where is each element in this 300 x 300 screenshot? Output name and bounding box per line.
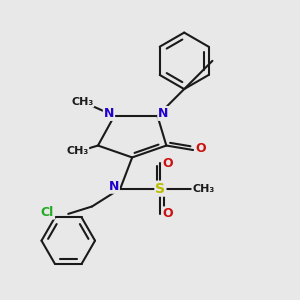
Text: O: O xyxy=(163,157,173,170)
Text: CH₃: CH₃ xyxy=(71,97,93,106)
Text: N: N xyxy=(109,180,119,193)
Text: O: O xyxy=(163,207,173,220)
Text: O: O xyxy=(195,142,206,155)
Text: N: N xyxy=(158,107,169,120)
Text: S: S xyxy=(155,182,165,196)
Text: N: N xyxy=(104,107,114,120)
Text: CH₃: CH₃ xyxy=(66,146,88,157)
Text: Cl: Cl xyxy=(41,206,54,219)
Text: CH₃: CH₃ xyxy=(192,184,214,194)
